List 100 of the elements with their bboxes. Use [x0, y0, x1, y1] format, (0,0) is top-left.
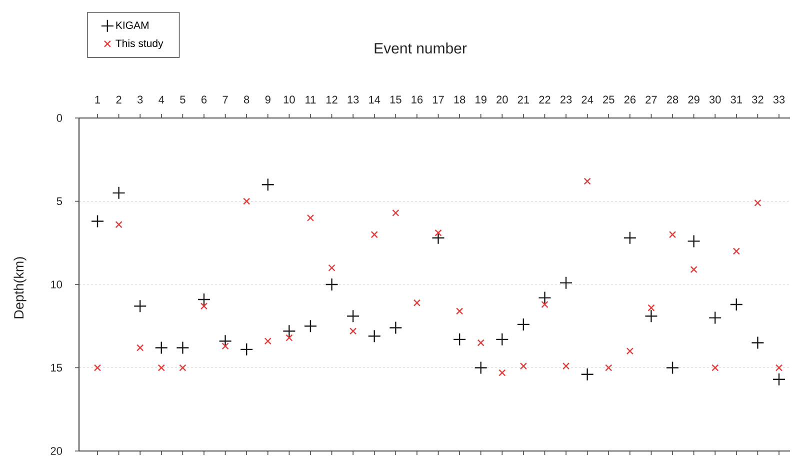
- point: [158, 364, 165, 372]
- point: [668, 230, 676, 238]
- x-tick-label: 6: [202, 96, 207, 104]
- x-tick-label: 1: [95, 96, 100, 104]
- point: [282, 324, 296, 338]
- x-tick-label: 3: [137, 96, 143, 104]
- x-tick-label: 11: [306, 96, 316, 104]
- point: [179, 364, 186, 372]
- point: [732, 248, 740, 255]
- point: [520, 362, 528, 370]
- point: [751, 336, 764, 350]
- point: [264, 338, 272, 345]
- point: [389, 321, 402, 334]
- y-tick-label: 0: [56, 114, 62, 122]
- x-tick-label: 25: [603, 96, 614, 104]
- point: [154, 341, 168, 354]
- x-tick-label: 14: [369, 96, 380, 104]
- y-axis-title: Depth(km): [14, 257, 26, 318]
- point: [218, 334, 232, 348]
- point: [496, 332, 509, 346]
- point: [708, 311, 722, 324]
- x-tick-label: 15: [390, 96, 402, 104]
- point: [90, 214, 104, 228]
- point: [562, 362, 570, 370]
- point: [456, 308, 464, 315]
- x-tick-label: 2: [116, 96, 122, 104]
- y-tick-label: 10: [51, 280, 62, 288]
- x-tick-label: 20: [496, 96, 508, 104]
- x-tick-label: 19: [476, 96, 486, 104]
- x-tick-label: 9: [265, 96, 270, 104]
- point: [304, 320, 318, 333]
- x-tick-label: 18: [454, 96, 466, 104]
- x-tick-label: 31: [730, 96, 742, 104]
- point: [200, 302, 208, 310]
- point: [115, 220, 122, 228]
- point: [538, 291, 552, 304]
- y-tick-label: 5: [56, 197, 62, 206]
- point: [306, 214, 314, 222]
- point: [584, 178, 591, 185]
- point: [477, 339, 484, 346]
- point: [648, 304, 655, 312]
- point: [240, 342, 254, 356]
- x-tick-label: 13: [348, 96, 359, 104]
- point: [94, 364, 102, 372]
- x-tick-label: 10: [284, 96, 295, 104]
- point: [368, 330, 381, 343]
- point: [559, 276, 573, 290]
- point: [413, 299, 421, 306]
- x-axis-title: Event number: [374, 42, 467, 54]
- point: [605, 364, 612, 372]
- point: [346, 310, 360, 323]
- point: [775, 364, 783, 372]
- point: [222, 342, 229, 350]
- point: [325, 278, 338, 292]
- point: [197, 292, 211, 306]
- x-tick-label: 5: [180, 96, 186, 104]
- point: [644, 310, 658, 323]
- point: [432, 231, 445, 244]
- point: [712, 364, 719, 372]
- point: [687, 234, 700, 248]
- point: [176, 341, 190, 354]
- x-tick-label: 28: [666, 96, 678, 104]
- point: [580, 368, 594, 381]
- point: [516, 318, 530, 332]
- x-tick-label: 32: [752, 96, 764, 104]
- x-tick-label: 8: [244, 96, 250, 104]
- x-tick-label: 24: [582, 96, 594, 104]
- point: [286, 334, 293, 342]
- point: [112, 186, 126, 200]
- point: [392, 209, 400, 216]
- legend-label: KIGAM: [116, 22, 148, 29]
- point: [434, 229, 442, 236]
- x-tick-label: 29: [688, 96, 700, 104]
- x-tick-label: 23: [560, 96, 572, 104]
- point: [666, 361, 680, 374]
- point: [134, 300, 147, 313]
- x-tick-label: 30: [709, 96, 721, 104]
- point: [541, 300, 548, 308]
- x-tick-label: 7: [222, 96, 228, 104]
- point: [261, 178, 274, 192]
- x-tick-label: 12: [326, 96, 338, 104]
- point: [730, 298, 744, 312]
- legend-label: This study: [116, 39, 164, 50]
- point: [136, 344, 144, 352]
- x-tick-label: 26: [624, 96, 636, 104]
- x-tick-label: 17: [432, 96, 444, 104]
- point: [690, 266, 698, 274]
- point: [350, 328, 357, 335]
- point: [328, 264, 336, 272]
- x-tick-label: 4: [158, 96, 164, 104]
- point: [754, 199, 762, 206]
- x-tick-label: 21: [518, 96, 530, 104]
- point: [370, 230, 378, 238]
- point: [452, 332, 466, 346]
- point: [243, 198, 250, 205]
- point: [626, 348, 634, 355]
- point: [623, 231, 637, 244]
- x-tick-label: 16: [412, 96, 423, 104]
- x-tick-label: 27: [646, 96, 657, 104]
- x-tick-label: 33: [773, 96, 785, 104]
